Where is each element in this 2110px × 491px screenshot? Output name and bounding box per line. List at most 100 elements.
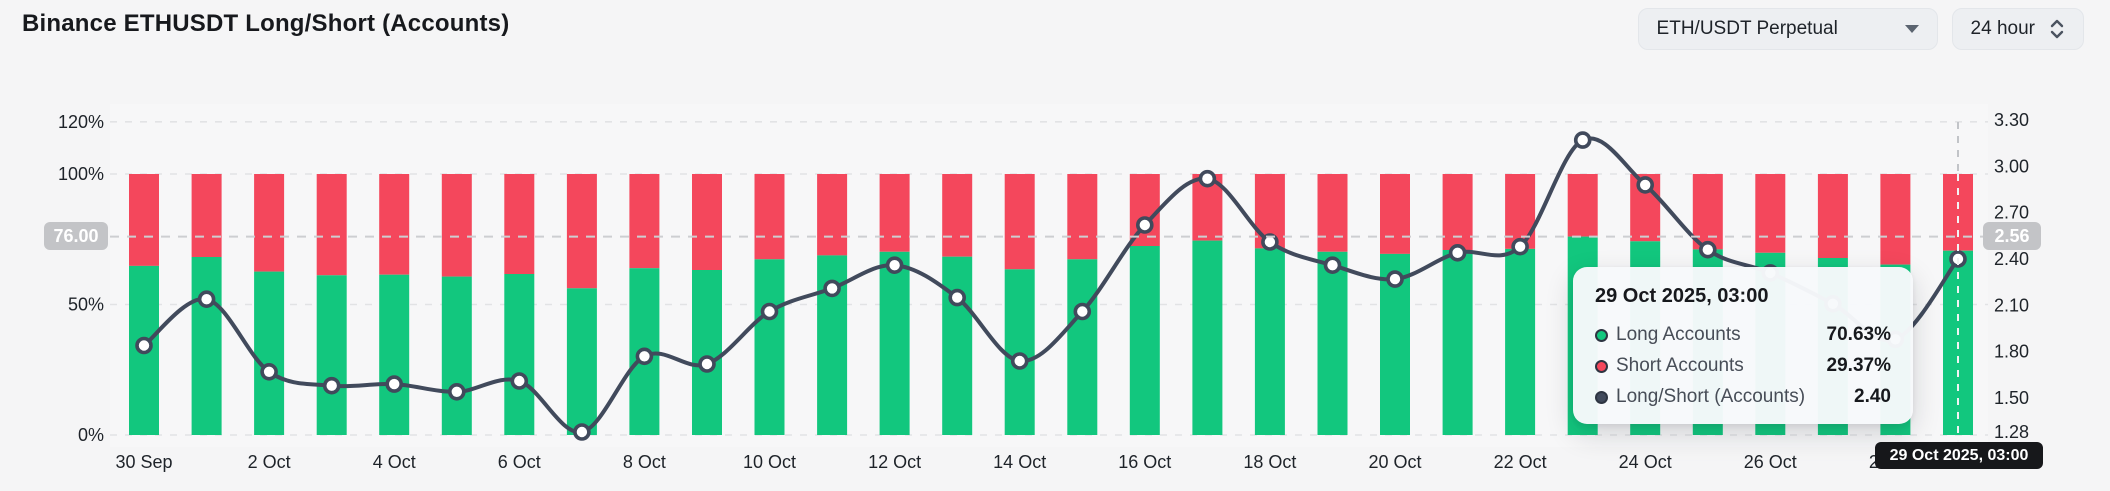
bar-short-accounts[interactable] [254, 174, 285, 272]
ratio-point-marker[interactable] [1010, 352, 1029, 370]
ratio-point-marker[interactable] [1699, 240, 1717, 259]
chevron-up-down-icon [2049, 17, 2065, 41]
bar-short-accounts[interactable] [1880, 174, 1911, 265]
bar-short-accounts[interactable] [1567, 174, 1598, 237]
ratio-point-marker[interactable] [1636, 176, 1654, 194]
bar-long-accounts[interactable] [316, 275, 347, 435]
interval-select[interactable]: 24 hour [1951, 8, 2084, 50]
bar-long-accounts[interactable] [191, 257, 222, 435]
ratio-point-marker[interactable] [385, 375, 404, 393]
tooltip-row-long: Long Accounts 70.63% [1595, 324, 1891, 346]
x-axis-tick: 2 Oct [248, 452, 291, 472]
right-axis-tick: 2.40 [1994, 249, 2029, 269]
ratio-point-marker[interactable] [573, 423, 591, 441]
ratio-point-marker[interactable] [1136, 216, 1154, 234]
ratio-point-marker[interactable] [135, 336, 153, 355]
bar-long-accounts[interactable] [942, 256, 973, 435]
ratio-point-marker[interactable] [1386, 270, 1404, 288]
x-axis-tick: 10 Oct [743, 452, 796, 472]
ratio-point-marker[interactable] [447, 382, 466, 401]
ratio-point-marker[interactable] [510, 372, 529, 390]
bar-short-accounts[interactable] [316, 174, 347, 276]
bar-long-accounts[interactable] [1129, 246, 1160, 435]
chart-tooltip: 29 Oct 2025, 03:00 Long Accounts 70.63% … [1573, 267, 1913, 424]
ratio-point-marker[interactable] [760, 302, 779, 321]
bar-long-accounts[interactable] [1192, 240, 1223, 435]
bar-long-accounts[interactable] [441, 276, 472, 435]
ratio-point-marker[interactable] [1573, 131, 1592, 149]
bar-short-accounts[interactable] [629, 174, 660, 269]
crosshair-right-axis-badge: 2.56 [1983, 222, 2041, 250]
bar-short-accounts[interactable] [1817, 174, 1848, 258]
bar-long-accounts[interactable] [754, 259, 785, 435]
bar-short-accounts[interactable] [1943, 174, 1973, 251]
bar-long-accounts[interactable] [1317, 251, 1348, 435]
bar-short-accounts[interactable] [566, 174, 597, 289]
bar-long-accounts[interactable] [1442, 250, 1473, 435]
bar-short-accounts[interactable] [1755, 174, 1786, 253]
bar-long-accounts[interactable] [1067, 259, 1098, 435]
bar-long-accounts[interactable] [692, 270, 722, 435]
bar-short-accounts[interactable] [441, 174, 472, 277]
ratio-point-marker[interactable] [1073, 302, 1092, 321]
crosshair-date-badge: 29 Oct 2025, 03:00 [1875, 442, 2043, 469]
bar-short-accounts[interactable] [504, 174, 535, 274]
bar-long-accounts[interactable] [1004, 269, 1035, 435]
x-axis-tick: 22 Oct [1494, 452, 1547, 472]
bar-short-accounts[interactable] [754, 174, 785, 260]
tooltip-date: 29 Oct 2025, 03:00 [1595, 285, 1769, 307]
x-axis-tick: 4 Oct [373, 452, 416, 472]
pair-select-dropdown[interactable]: ETH/USDT Perpetual [1637, 8, 1938, 50]
x-axis-tick: 8 Oct [623, 452, 666, 472]
ratio-point-marker[interactable] [948, 288, 967, 307]
bar-short-accounts[interactable] [1317, 174, 1348, 252]
x-axis-tick: 6 Oct [498, 452, 541, 472]
bar-short-accounts[interactable] [1067, 174, 1098, 260]
ratio-point-marker[interactable] [635, 347, 654, 366]
bar-short-accounts[interactable] [879, 174, 910, 252]
ratio-point-marker[interactable] [322, 376, 341, 395]
ratio-point-marker[interactable] [260, 362, 278, 381]
header-controls: ETH/USDT Perpetual 24 hour [1637, 8, 2084, 50]
bar-long-accounts[interactable] [379, 274, 410, 435]
bar-short-accounts[interactable] [191, 174, 222, 257]
x-axis-tick: 24 Oct [1619, 452, 1672, 472]
bar-short-accounts[interactable] [692, 174, 722, 270]
bar-short-accounts[interactable] [942, 174, 973, 257]
ratio-point-marker[interactable] [885, 256, 904, 275]
ratio-point-marker[interactable] [1261, 233, 1279, 251]
ratio-point-marker[interactable] [197, 290, 216, 309]
ratio-point-marker[interactable] [1448, 244, 1467, 262]
x-axis-tick: 30 Sep [115, 452, 172, 472]
bar-long-accounts[interactable] [254, 271, 285, 435]
page-title: Binance ETHUSDT Long/Short (Accounts) [22, 10, 510, 37]
right-axis-tick: 1.50 [1994, 388, 2029, 408]
right-axis-tick: 3.30 [1994, 110, 2029, 130]
bar-short-accounts[interactable] [1004, 174, 1035, 270]
bar-short-accounts[interactable] [129, 174, 159, 266]
ratio-point-marker[interactable] [823, 279, 841, 298]
ratio-point-marker[interactable] [1198, 169, 1217, 188]
right-axis-tick: 1.28 [1994, 422, 2029, 442]
bar-long-accounts[interactable] [566, 288, 597, 435]
left-axis-tick: 100% [58, 164, 104, 184]
x-axis-tick: 12 Oct [868, 452, 921, 472]
bar-short-accounts[interactable] [1505, 174, 1536, 249]
right-axis-tick: 3.00 [1994, 156, 2029, 176]
bar-short-accounts[interactable] [1442, 174, 1473, 250]
interval-select-value: 24 hour [1970, 18, 2035, 39]
bar-short-accounts[interactable] [817, 174, 848, 256]
bar-long-accounts[interactable] [504, 274, 535, 435]
ratio-point-marker[interactable] [1511, 237, 1529, 256]
bar-long-accounts[interactable] [1505, 248, 1536, 435]
bar-long-accounts[interactable] [1254, 248, 1285, 435]
bar-short-accounts[interactable] [1380, 174, 1410, 254]
ratio-point-marker[interactable] [1323, 256, 1342, 275]
tooltip-row-short: Short Accounts 29.37% [1595, 355, 1891, 377]
right-axis-tick: 1.80 [1994, 342, 2029, 362]
ratio-point-marker[interactable] [698, 355, 716, 373]
bar-short-accounts[interactable] [379, 174, 410, 275]
tooltip-row-ratio: Long/Short (Accounts) 2.40 [1595, 386, 1891, 408]
bar-long-accounts[interactable] [879, 251, 910, 435]
x-axis-tick: 26 Oct [1744, 452, 1797, 472]
